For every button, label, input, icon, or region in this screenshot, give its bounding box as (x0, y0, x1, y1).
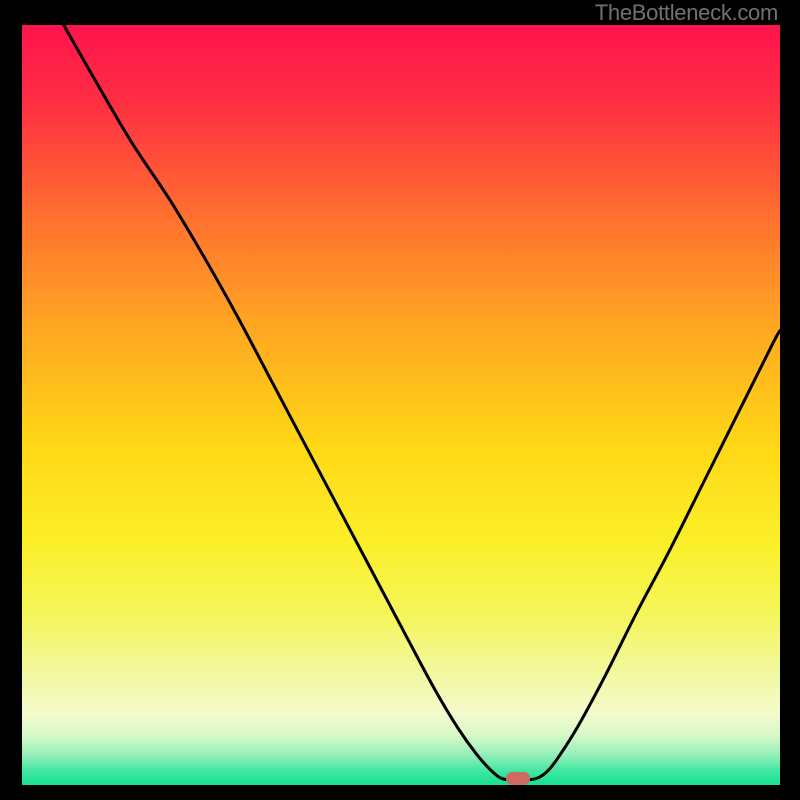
bottleneck-chart (22, 25, 780, 785)
optimal-point-marker (506, 772, 530, 785)
chart-background (22, 25, 780, 785)
watermark-text: TheBottleneck.com (595, 0, 778, 26)
